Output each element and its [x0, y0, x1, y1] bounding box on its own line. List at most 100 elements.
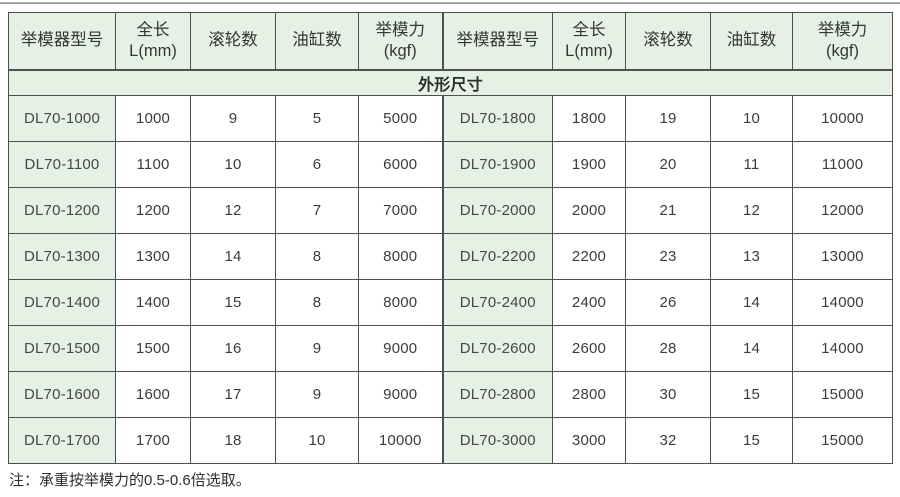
value-cell: 15000 [792, 417, 893, 464]
value-cell: 12000 [792, 187, 893, 234]
value-cell: 19 [625, 95, 711, 142]
model-cell: DL70-1900 [441, 141, 553, 188]
value-cell: 1000 [115, 95, 191, 142]
top-divider [0, 2, 900, 4]
value-cell: 14000 [792, 279, 893, 326]
value-cell: 1300 [115, 233, 191, 280]
value-cell: 1400 [115, 279, 191, 326]
column-header: 举模力 (kgf) [358, 12, 443, 71]
value-cell: 15 [710, 371, 793, 418]
model-cell: DL70-1000 [8, 95, 116, 142]
column-header: 全长 L(mm) [552, 12, 626, 71]
value-cell: 15 [190, 279, 276, 326]
value-cell: 1900 [552, 141, 626, 188]
value-cell: 6000 [358, 141, 443, 188]
table-row: DL70-1000 1000 9 5 5000 DL70-1800 1800 19 10 1000… [8, 95, 893, 142]
column-header: 举模器型号 [8, 12, 116, 71]
value-cell: 5 [275, 95, 359, 142]
column-header: 油缸数 [275, 12, 359, 71]
value-cell: 11000 [792, 141, 893, 188]
value-cell: 15 [710, 417, 793, 464]
model-cell: DL70-1700 [8, 417, 116, 464]
table-row: DL70-1500 1500 16 9 9000 DL70-2600 2600 28 14 140… [8, 325, 893, 372]
value-cell: 9000 [358, 371, 443, 418]
value-cell: 20 [625, 141, 711, 188]
value-cell: 2200 [552, 233, 626, 280]
spec-table: 外形尺寸 举模器型号 全长 L(mm) 滚轮数 油缸数 举模力 (kgf) 举模器型号 全长… [8, 12, 893, 464]
model-cell: DL70-2600 [441, 325, 553, 372]
value-cell: 8 [275, 279, 359, 326]
value-cell: 9000 [358, 325, 443, 372]
value-cell: 1800 [552, 95, 626, 142]
value-cell: 14 [710, 325, 793, 372]
table-body: DL70-1000 1000 9 5 5000 DL70-1800 1800 19 10 1000… [8, 95, 893, 464]
model-cell: DL70-1300 [8, 233, 116, 280]
value-cell: 2400 [552, 279, 626, 326]
model-cell: DL70-2200 [441, 233, 553, 280]
value-cell: 14 [710, 279, 793, 326]
value-cell: 5000 [358, 95, 443, 142]
value-cell: 2800 [552, 371, 626, 418]
value-cell: 30 [625, 371, 711, 418]
value-cell: 11 [710, 141, 793, 188]
value-cell: 12 [190, 187, 276, 234]
value-cell: 10 [275, 417, 359, 464]
model-cell: DL70-1200 [8, 187, 116, 234]
value-cell: 12 [710, 187, 793, 234]
value-cell: 7 [275, 187, 359, 234]
table-row: DL70-1300 1300 14 8 8000 DL70-2200 2200 23 13 130… [8, 233, 893, 280]
value-cell: 7000 [358, 187, 443, 234]
column-header: 举模器型号 [441, 12, 553, 71]
table-title-row: 外形尺寸 [8, 69, 893, 96]
value-cell: 10000 [792, 95, 893, 142]
model-cell: DL70-2800 [441, 371, 553, 418]
value-cell: 6 [275, 141, 359, 188]
table-row: DL70-1400 1400 15 8 8000 DL70-2400 2400 26 14 140… [8, 279, 893, 326]
value-cell: 3000 [552, 417, 626, 464]
model-cell: DL70-2000 [441, 187, 553, 234]
value-cell: 8 [275, 233, 359, 280]
table-row: DL70-1700 1700 18 10 10000 DL70-3000 3000 32 15 1… [8, 417, 893, 464]
value-cell: 1200 [115, 187, 191, 234]
model-cell: DL70-3000 [441, 417, 553, 464]
model-cell: DL70-1500 [8, 325, 116, 372]
value-cell: 23 [625, 233, 711, 280]
value-cell: 1700 [115, 417, 191, 464]
model-cell: DL70-1100 [8, 141, 116, 188]
value-cell: 1100 [115, 141, 191, 188]
value-cell: 10 [190, 141, 276, 188]
value-cell: 21 [625, 187, 711, 234]
value-cell: 2000 [552, 187, 626, 234]
value-cell: 2600 [552, 325, 626, 372]
value-cell: 10000 [358, 417, 443, 464]
model-cell: DL70-2400 [441, 279, 553, 326]
value-cell: 1600 [115, 371, 191, 418]
value-cell: 13000 [792, 233, 893, 280]
value-cell: 1500 [115, 325, 191, 372]
model-cell: DL70-1600 [8, 371, 116, 418]
value-cell: 18 [190, 417, 276, 464]
table-row: DL70-1100 1100 10 6 6000 DL70-1900 1900 20 11 110… [8, 141, 893, 188]
column-header-row: 举模器型号 全长 L(mm) 滚轮数 油缸数 举模力 (kgf) 举模器型号 全长 L(mm… [8, 12, 893, 71]
footnote: 注：承重按举模力的0.5-0.6倍选取。 [9, 472, 251, 489]
value-cell: 32 [625, 417, 711, 464]
column-header: 全长 L(mm) [115, 12, 191, 71]
column-header: 滚轮数 [625, 12, 711, 71]
value-cell: 16 [190, 325, 276, 372]
value-cell: 28 [625, 325, 711, 372]
table-row: DL70-1200 1200 12 7 7000 DL70-2000 2000 21 12 120… [8, 187, 893, 234]
table-row: DL70-1600 1600 17 9 9000 DL70-2800 2800 30 15 150… [8, 371, 893, 418]
model-cell: DL70-1400 [8, 279, 116, 326]
title-row-group: 外形尺寸 [8, 69, 893, 96]
value-cell: 9 [190, 95, 276, 142]
column-header: 举模力 (kgf) [792, 12, 893, 71]
value-cell: 14 [190, 233, 276, 280]
value-cell: 13 [710, 233, 793, 280]
value-cell: 9 [275, 325, 359, 372]
model-cell: DL70-1800 [441, 95, 553, 142]
table-title: 外形尺寸 [8, 69, 893, 96]
value-cell: 15000 [792, 371, 893, 418]
value-cell: 26 [625, 279, 711, 326]
spec-table-container: 外形尺寸 举模器型号 全长 L(mm) 滚轮数 油缸数 举模力 (kgf) 举模器型号 全长… [8, 12, 893, 464]
column-header: 油缸数 [710, 12, 793, 71]
